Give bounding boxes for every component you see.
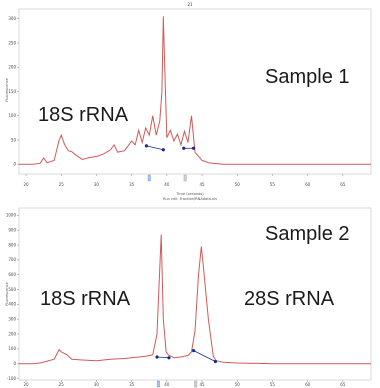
bottom-baseline-markers [156, 380, 198, 388]
y-tick-label: 250 [8, 40, 16, 45]
top-18s-label: 18S rRNA [38, 104, 129, 126]
y-tick-label: 50 [11, 137, 17, 142]
x-tick-label: 25 [59, 182, 65, 187]
bottom-y-axis-label: Fluorescence [5, 281, 9, 305]
x-tick-label: 30 [94, 182, 100, 187]
x-tick-label: 40 [164, 382, 170, 387]
x-tick-label: 50 [235, 382, 241, 387]
bottom-18s-label: 18S rRNA [40, 288, 131, 310]
top-baseline-markers [147, 174, 187, 182]
bottom-x-ticks: 20 25 30 35 40 45 50 55 60 65 [23, 380, 346, 387]
y-tick-label: 0 [13, 162, 16, 167]
y-tick-label: 500 [8, 287, 16, 292]
x-tick-label: 40 [164, 182, 170, 187]
baseline-marker [194, 380, 198, 388]
peak-marker [144, 144, 149, 148]
sample-1-label: Sample 1 [265, 66, 350, 88]
top-x-axis-label: Time (seconds) [175, 192, 204, 196]
peak-marker [191, 146, 196, 150]
top-y-ticks: 0 50 100 150 200 250 300 [8, 16, 19, 167]
y-tick-label: 800 [8, 242, 16, 247]
peak-marker [161, 148, 165, 152]
y-tick-label: 700 [8, 257, 16, 262]
header-mark: 21 [187, 2, 193, 7]
bottom-peak-markers [155, 349, 218, 364]
x-tick-label: 20 [23, 182, 29, 187]
top-peak-markers [144, 144, 196, 152]
bottom-y-ticks: -100 0 100 200 300 400 500 600 700 800 900 1000 [6, 213, 19, 381]
x-tick-label: 30 [94, 382, 100, 387]
y-tick-label: -100 [7, 376, 17, 381]
bottom-plot-frame [18, 207, 372, 381]
y-tick-label: 100 [8, 113, 16, 118]
baseline-marker [156, 380, 160, 388]
top-y-axis-label: Fluorescence [5, 77, 9, 101]
peak-baseline-segment [193, 350, 216, 362]
peak-marker [167, 356, 171, 360]
y-tick-label: 300 [8, 317, 16, 322]
peak-marker [155, 355, 159, 359]
y-tick-label: 300 [8, 16, 16, 21]
y-tick-label: 400 [8, 302, 16, 307]
y-tick-label: 0 [13, 361, 16, 366]
x-tick-label: 45 [199, 182, 205, 187]
peak-marker [213, 359, 218, 364]
x-tick-label: 25 [59, 382, 65, 387]
x-tick-label: 55 [270, 382, 276, 387]
baseline-marker [183, 174, 187, 182]
peak-marker [191, 349, 196, 353]
y-tick-label: 150 [8, 89, 16, 94]
peak-baseline-segment [146, 145, 164, 151]
x-tick-label: 20 [23, 382, 29, 387]
x-tick-label: 60 [305, 182, 311, 187]
y-tick-label: 1000 [6, 213, 17, 218]
y-tick-label: 900 [8, 228, 16, 233]
peak-marker [182, 146, 186, 150]
peak-baseline-segment [156, 356, 169, 359]
x-tick-label: 45 [199, 382, 205, 387]
top-electropherogram-line [19, 16, 371, 165]
x-tick-label: 35 [129, 182, 135, 187]
x-tick-label: 65 [340, 382, 346, 387]
x-tick-label: 50 [235, 182, 241, 187]
y-tick-label: 200 [8, 65, 16, 70]
x-tick-label: 35 [129, 382, 135, 387]
y-tick-label: 600 [8, 272, 16, 277]
y-tick-label: 100 [8, 346, 16, 351]
bottom-28s-label: 28S rRNA [244, 288, 335, 310]
y-tick-label: 200 [8, 331, 16, 336]
baseline-marker [147, 174, 151, 182]
top-x-ticks: 20 25 30 35 40 45 50 55 60 65 [23, 174, 346, 187]
x-tick-label: 55 [270, 182, 276, 187]
x-tick-label: 60 [305, 382, 311, 387]
sample-2-label: Sample 2 [265, 223, 350, 245]
top-x-axis-sublabel: Run cell: Fraction/RNAdata.xls [163, 197, 217, 201]
x-tick-label: 65 [340, 182, 346, 187]
